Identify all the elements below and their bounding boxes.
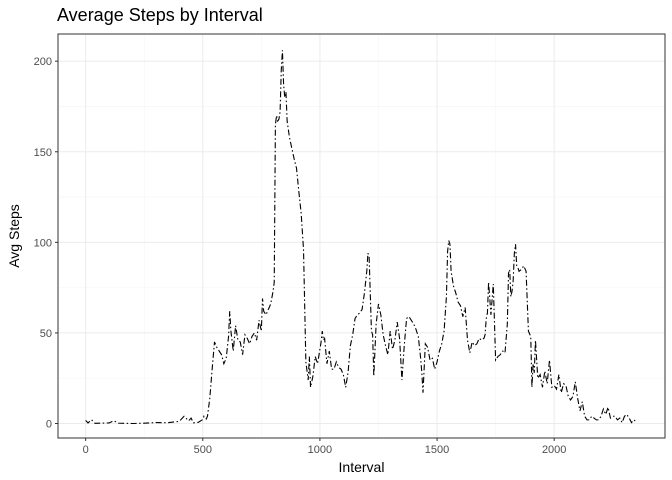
major-gridlines xyxy=(58,34,665,438)
chart-title: Average Steps by Interval xyxy=(57,5,263,25)
series-line xyxy=(85,50,638,425)
x-axis-title: Interval xyxy=(339,459,385,475)
x-axis-ticks: 0 500 1000 1500 2000 xyxy=(83,438,566,456)
y-tick-label: 50 xyxy=(40,328,52,340)
x-tick-label: 500 xyxy=(194,444,212,456)
y-tick-label: 100 xyxy=(34,237,52,249)
y-axis-title: Avg Steps xyxy=(6,204,22,268)
x-tick-label: 2000 xyxy=(542,444,566,456)
y-tick-label: 150 xyxy=(34,147,52,159)
y-axis-ticks: 0 50 100 150 200 xyxy=(34,56,58,431)
minor-gridlines xyxy=(58,34,665,438)
y-tick-label: 200 xyxy=(34,56,52,68)
y-tick-label: 0 xyxy=(46,419,52,431)
panel-border xyxy=(57,33,666,439)
x-tick-label: 1000 xyxy=(308,444,332,456)
x-tick-label: 1500 xyxy=(425,444,449,456)
panel-background xyxy=(58,34,665,438)
plot-panel xyxy=(57,33,666,439)
x-tick-label: 0 xyxy=(83,444,89,456)
